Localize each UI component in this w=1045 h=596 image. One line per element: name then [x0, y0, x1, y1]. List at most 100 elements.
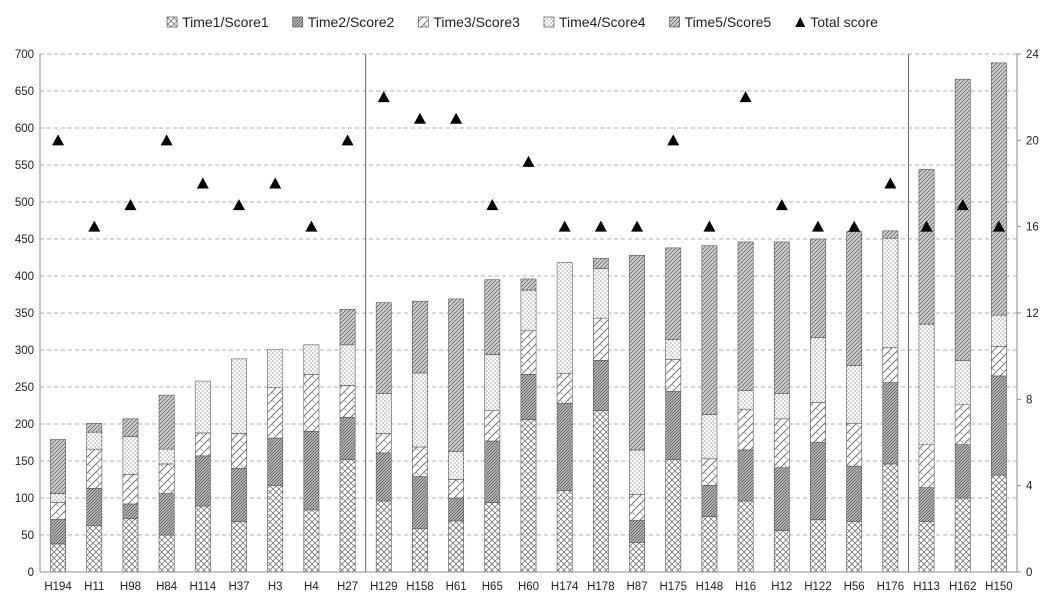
- y-tick-label-600: 600: [15, 123, 34, 135]
- bar-H3-series-2: [267, 437, 284, 486]
- y2-tick-label-8: 8: [1026, 394, 1032, 406]
- y2-tick-label-0: 0: [1026, 567, 1032, 579]
- y-tick-label-700: 700: [15, 49, 34, 61]
- bar-H162-series-1: [954, 497, 971, 573]
- x-tick-label-H158: H158: [406, 581, 434, 593]
- bar-H129-series-5: [375, 302, 392, 394]
- bar-H175-series-5: [665, 247, 682, 340]
- bar-H27-series-2: [339, 417, 356, 460]
- x-tick-label-H148: H148: [696, 581, 724, 593]
- y2-tick-label-24: 24: [1026, 49, 1039, 61]
- bar-H11-series-3: [86, 448, 103, 489]
- bar-H4-series-3: [303, 374, 320, 432]
- legend-item-1: Time1/Score1: [166, 14, 269, 30]
- bar-H12-series-2: [773, 467, 790, 531]
- bar-H148-series-1: [701, 516, 718, 573]
- legend-label-3: Time3/Score3: [433, 14, 520, 30]
- bar-H65-series-1: [484, 502, 501, 573]
- bar-H12-series-5: [773, 241, 790, 394]
- x-tick-label-H56: H56: [844, 581, 865, 593]
- x-tick-label-H175: H175: [659, 581, 687, 593]
- bar-H148-series-5: [701, 245, 718, 415]
- bar-H27-series-3: [339, 385, 356, 418]
- total-score-marker-H178: [594, 220, 607, 232]
- bar-H16-series-1: [737, 500, 754, 573]
- bar-H56-series-3: [846, 422, 863, 467]
- bar-H162-series-2: [954, 444, 971, 499]
- bar-H162-series-3: [954, 404, 971, 446]
- bar-H98-series-5: [122, 418, 139, 437]
- bar-H37-series-2: [231, 468, 247, 522]
- bar-H114-series-3: [194, 432, 211, 457]
- bar-H60-series-2: [520, 374, 537, 420]
- x-tick-label-H27: H27: [337, 581, 358, 593]
- bar-H98-series-2: [122, 503, 139, 520]
- legend-item-2: Time2/Score2: [292, 14, 395, 30]
- bar-H194-series-5: [50, 439, 66, 494]
- total-score-marker-H37: [233, 199, 246, 211]
- group-separators: [365, 54, 909, 572]
- total-score-marker-H162: [956, 199, 969, 211]
- x-tick-label-H114: H114: [190, 581, 217, 593]
- bar-H175-series-3: [665, 359, 682, 392]
- x-tick-label-H3: H3: [268, 581, 283, 593]
- bar-H61-series-1: [448, 520, 465, 573]
- bar-H87-series-5: [629, 254, 645, 451]
- bar-H3-series-4: [267, 348, 284, 389]
- bar-H178-series-5: [592, 257, 609, 269]
- y2-tick-label-12: 12: [1026, 308, 1039, 320]
- total-score-marker-H176: [884, 177, 897, 189]
- bar-H16-series-5: [737, 241, 754, 392]
- total-score-marker-H60: [522, 155, 535, 167]
- bar-H114-series-1: [194, 505, 211, 573]
- bar-H114-series-4: [194, 380, 211, 434]
- bar-H148-series-4: [701, 414, 718, 460]
- bar-H194-series-4: [50, 493, 66, 503]
- tick-labels: 0501001502002503003504004505005506006507…: [15, 49, 1040, 593]
- bar-H162-series-5: [954, 78, 971, 361]
- bar-H37-series-1: [231, 521, 247, 573]
- bar-H37-series-3: [231, 433, 247, 469]
- bar-H56-series-2: [846, 465, 863, 522]
- bar-H158-series-5: [412, 300, 428, 374]
- bar-H194-series-2: [50, 519, 66, 545]
- legend-swatch-3: [417, 16, 429, 28]
- bar-H65-series-2: [484, 440, 501, 503]
- legend-swatch-1: [166, 16, 178, 28]
- bar-H129-series-3: [375, 433, 392, 454]
- bar-H150-series-4: [991, 314, 1007, 347]
- bar-H12-series-3: [773, 418, 790, 468]
- y-tick-label-350: 350: [15, 308, 34, 320]
- total-score-marker-H175: [667, 134, 680, 146]
- bar-H113-series-3: [918, 444, 935, 488]
- x-tick-label-H4: H4: [304, 581, 319, 593]
- total-score-markers: [52, 91, 1005, 232]
- bar-H3-series-1: [267, 485, 284, 573]
- total-score-marker-H27: [341, 134, 354, 146]
- legend-label-5: Time5/Score5: [685, 14, 772, 30]
- bar-H84-series-2: [158, 493, 175, 536]
- bar-H174-series-3: [556, 373, 573, 404]
- bar-H61-series-2: [448, 497, 465, 522]
- bar-H11-series-1: [86, 525, 103, 573]
- bar-H27-series-1: [339, 459, 356, 573]
- axes: [39, 53, 1021, 573]
- bar-H98-series-3: [122, 474, 139, 505]
- total-score-marker-H56: [848, 220, 861, 232]
- bar-H60-series-5: [520, 278, 537, 291]
- bar-H158-series-1: [412, 528, 428, 573]
- x-tick-label-H129: H129: [370, 581, 398, 593]
- x-tick-label-H150: H150: [985, 581, 1013, 593]
- bar-H61-series-3: [448, 479, 465, 499]
- bar-H174-series-2: [556, 402, 573, 491]
- y-tick-label-100: 100: [15, 493, 34, 505]
- y-tick-label-300: 300: [15, 345, 34, 357]
- bar-H65-series-4: [484, 354, 501, 411]
- total-score-marker-H194: [52, 134, 65, 146]
- x-tick-label-H98: H98: [120, 581, 141, 593]
- bar-H11-series-4: [86, 431, 103, 450]
- total-score-marker-H4: [305, 220, 318, 232]
- bar-H174-series-1: [556, 490, 573, 573]
- bar-H113-series-1: [918, 521, 935, 573]
- y-tick-label-400: 400: [15, 271, 34, 283]
